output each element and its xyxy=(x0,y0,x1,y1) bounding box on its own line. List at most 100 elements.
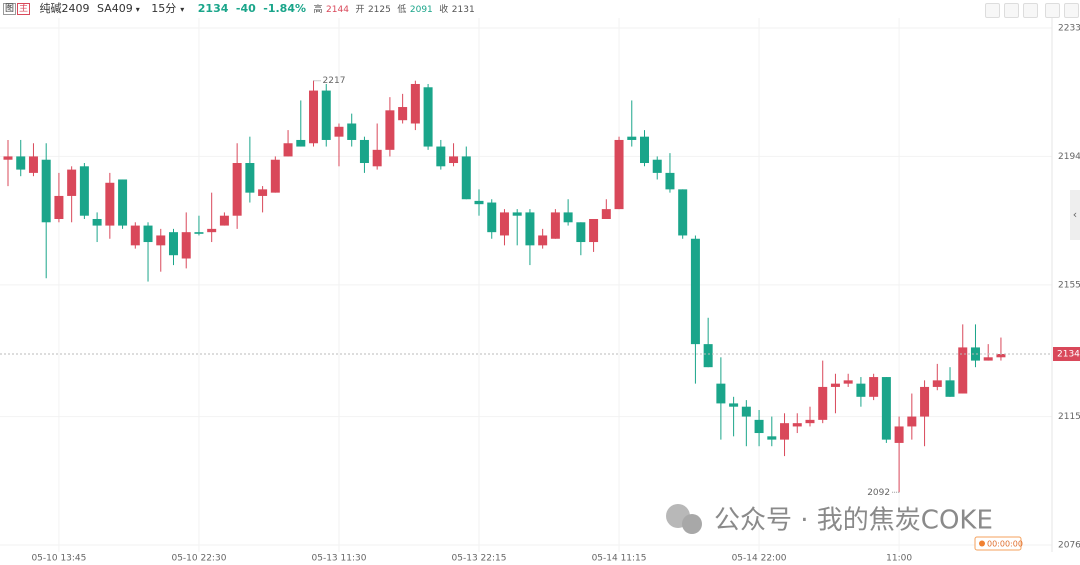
stat-label: 低 xyxy=(397,5,407,15)
side-tab[interactable] xyxy=(1070,190,1080,240)
candle-body xyxy=(79,166,89,216)
close-button[interactable] xyxy=(1064,3,1079,18)
last-price-box xyxy=(1053,347,1080,362)
change: -40 xyxy=(235,2,256,15)
candle-body xyxy=(907,416,917,427)
stat-label: 高 xyxy=(313,5,323,15)
x-tick-label: 05-14 22:00 xyxy=(732,554,787,564)
tool-button[interactable] xyxy=(1023,3,1038,18)
candle-body xyxy=(283,143,293,157)
x-tick-label: 05-10 13:45 xyxy=(31,554,86,564)
fullscreen-button[interactable] xyxy=(1045,3,1060,18)
candle-body xyxy=(601,209,611,219)
candle-body xyxy=(652,159,662,173)
stat-value: 2125 xyxy=(367,5,391,15)
dropdown-arrow[interactable]: ▾ xyxy=(180,5,185,14)
candle-body xyxy=(270,159,280,193)
x-tick-label: 11:00 xyxy=(886,554,912,564)
candle-body xyxy=(194,232,204,234)
candle-body xyxy=(232,163,242,216)
y-tick-label: 2115 xyxy=(1058,412,1080,422)
candle-body xyxy=(678,189,688,236)
candle-body xyxy=(805,419,815,424)
x-tick-label: 05-13 11:30 xyxy=(312,554,367,564)
code[interactable]: SA409 xyxy=(97,2,133,15)
candle-body xyxy=(716,383,726,404)
candle-body xyxy=(538,235,548,246)
candle-body xyxy=(423,87,433,147)
countdown-icon xyxy=(979,540,985,547)
candle-body xyxy=(830,383,840,387)
candle-body xyxy=(3,156,13,160)
x-tick-label: 05-14 11:15 xyxy=(592,554,647,564)
candle-body xyxy=(665,172,675,190)
tool-button[interactable] xyxy=(1004,3,1019,18)
countdown: 00:00:00 xyxy=(987,540,1023,549)
candle-body xyxy=(563,212,573,223)
candle-body xyxy=(309,90,319,144)
candle-body xyxy=(818,386,828,420)
candle-body xyxy=(296,139,306,147)
candle-body xyxy=(105,182,115,226)
candle-body xyxy=(372,149,382,167)
candle-body xyxy=(130,225,140,246)
candle-body xyxy=(958,347,968,394)
candle-body xyxy=(843,380,853,384)
candle-body xyxy=(28,156,38,173)
candle-body xyxy=(525,212,535,246)
y-tick-label: 2194 xyxy=(1058,152,1080,162)
candle-body xyxy=(869,377,879,397)
change-pct: -1.84% xyxy=(263,2,307,15)
candle-body xyxy=(767,436,777,440)
candle-body xyxy=(894,426,904,443)
wechat-icon xyxy=(666,504,702,534)
max-label: 2217 xyxy=(323,76,346,86)
candle-body xyxy=(754,419,764,434)
candle-body xyxy=(627,136,637,140)
last-price-label: 2134 xyxy=(1057,350,1080,360)
y-tick-label: 2233 xyxy=(1058,24,1080,34)
candle-body xyxy=(67,169,77,196)
candle-body xyxy=(792,423,802,427)
y-tick-label: 2155 xyxy=(1058,280,1080,290)
candle-body xyxy=(347,123,357,140)
candle-body xyxy=(398,107,408,121)
candle-body xyxy=(321,90,331,140)
candle-body xyxy=(780,423,790,440)
candle-body xyxy=(410,83,420,124)
watermark: 公众号 · 我的焦炭COKE xyxy=(714,506,993,536)
candle-body xyxy=(245,163,255,193)
stat-label: 收 xyxy=(439,5,449,15)
countdown-box xyxy=(974,536,1022,551)
candle-body xyxy=(703,344,713,368)
stat-value: 2091 xyxy=(409,5,433,15)
candle-body xyxy=(589,218,599,243)
candle-body xyxy=(143,225,153,243)
price: 2134 xyxy=(197,2,229,15)
candle-body xyxy=(449,156,459,164)
min-label: 2092 xyxy=(867,488,890,498)
candle-body xyxy=(474,200,484,205)
candle-body xyxy=(16,156,26,170)
candle-body xyxy=(983,357,993,361)
candle-body xyxy=(881,377,891,440)
candle-body xyxy=(118,179,128,226)
x-tick-label: 05-13 22:15 xyxy=(452,554,507,564)
side-tab-arrow[interactable]: ‹ xyxy=(1073,208,1077,221)
dropdown-arrow[interactable]: ▾ xyxy=(135,5,140,14)
symbol: 纯碱2409 xyxy=(39,2,90,15)
period[interactable]: 15分 xyxy=(151,2,177,15)
candle-body xyxy=(932,380,942,387)
candle-body xyxy=(856,383,866,397)
candle-body xyxy=(436,146,446,167)
candle-body xyxy=(156,235,166,246)
stat-value: 2144 xyxy=(326,5,349,15)
badge[interactable]: 图 xyxy=(3,3,17,15)
candle-body xyxy=(359,139,369,164)
tool-button[interactable] xyxy=(985,3,1000,18)
candle-body xyxy=(385,110,395,150)
badge[interactable]: 主 xyxy=(17,3,31,15)
candle-body xyxy=(258,189,268,196)
candle-body xyxy=(512,212,522,216)
